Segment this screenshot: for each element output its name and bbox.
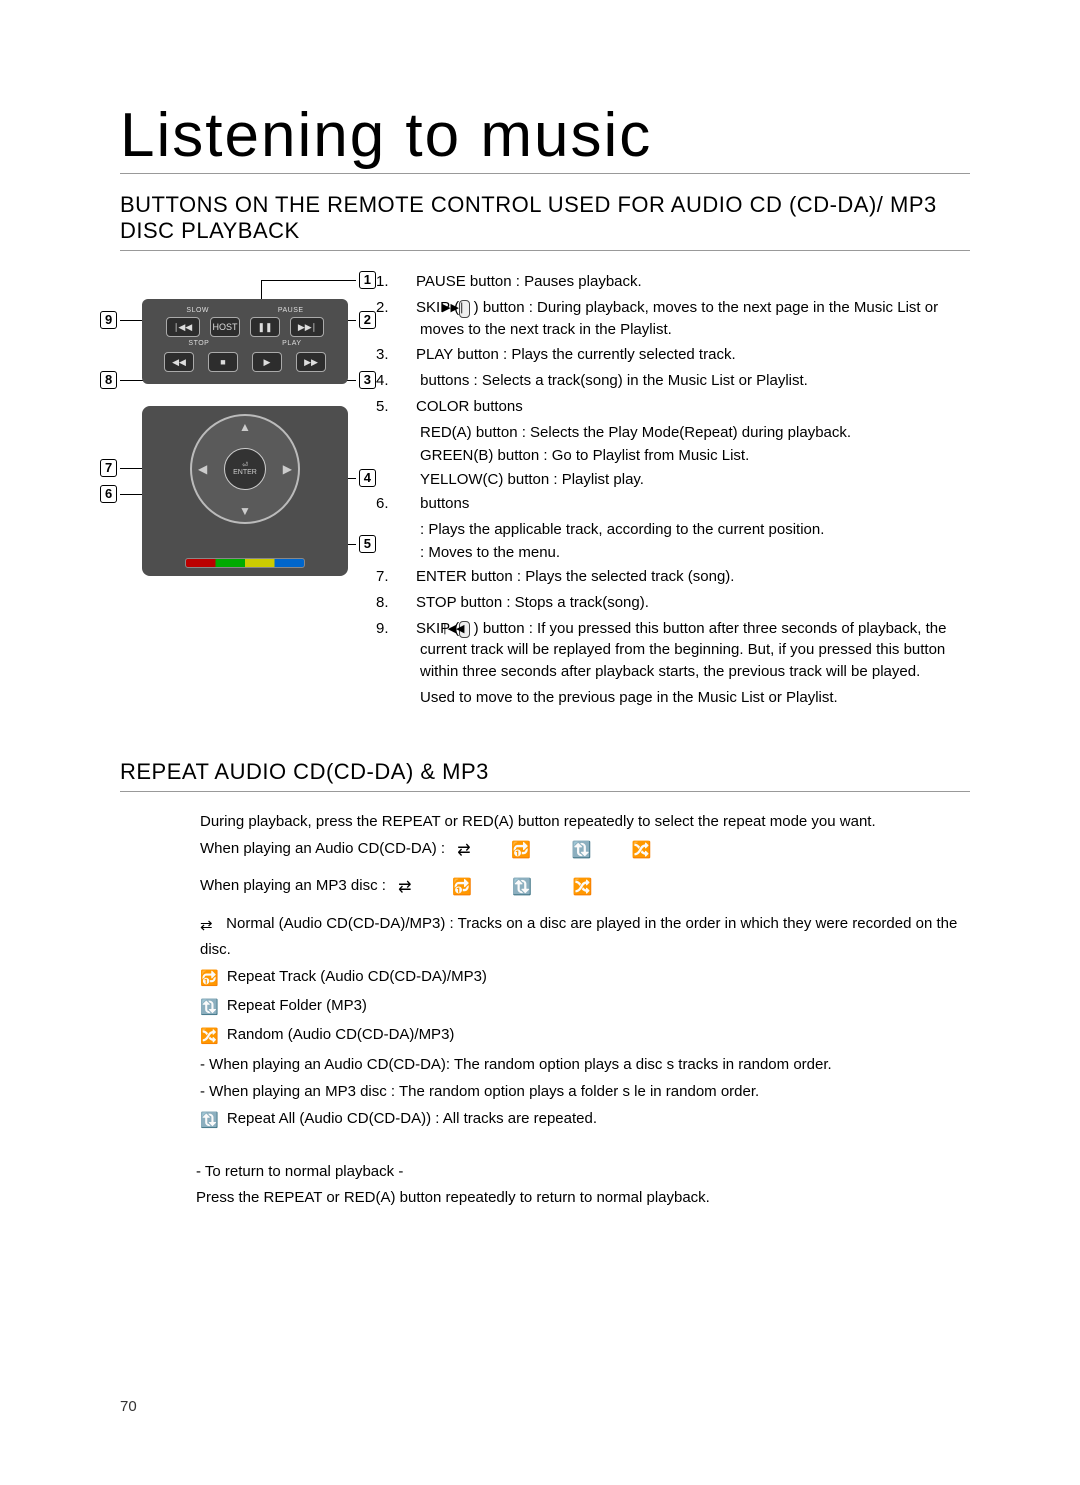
callout-5: 5 xyxy=(359,535,376,553)
rc-item: 3.PLAY button : Plays the currently sele… xyxy=(398,344,970,366)
remote-panel-playback: SLOW PAUSE ∣◀◀ HOST ❚❚ ▶▶∣ STOP PLAY ◀◀ … xyxy=(142,299,348,384)
repeat-desc-line: 🔃 Repeat Folder (MP3) xyxy=(200,994,970,1019)
host-button: HOST xyxy=(210,317,240,337)
repeat-intro: During playback, press the REPEAT or RED… xyxy=(200,810,970,833)
pause-button: ❚❚ xyxy=(250,317,280,337)
skip-next-button: ▶▶∣ xyxy=(290,317,324,337)
repeat-descriptions: ⇄ Normal (Audio CD(CD-DA)/MP3) : Tracks … xyxy=(200,912,970,1132)
rc-item: 7.ENTER button : Plays the selected trac… xyxy=(398,566,970,588)
repeat-desc-line: - When playing an Audio CD(CD-DA): The r… xyxy=(200,1053,970,1076)
callout-4: 4 xyxy=(359,469,376,487)
label-play: PLAY xyxy=(282,340,301,347)
callout-8: 8 xyxy=(100,371,117,389)
color-buttons-bar xyxy=(185,558,305,568)
callout-9: 9 xyxy=(100,311,117,329)
callout-1: 1 xyxy=(359,271,376,289)
nav-ring: ▲ ▼ ◀ ▶ ⏎ ENTER xyxy=(190,414,300,524)
callout-3: 3 xyxy=(359,371,376,389)
rc-item: 9.SKIP (∣◀◀ ) button : If you pressed th… xyxy=(398,618,970,683)
up-arrow-icon: ▲ xyxy=(239,420,251,434)
rc-item: 1.PAUSE button : Pauses playback. xyxy=(398,271,970,293)
repeat-desc-line: 🔂 Repeat Track (Audio CD(CD-DA)/MP3) xyxy=(200,965,970,990)
repeat-audio-label: When playing an Audio CD(CD-DA) : xyxy=(200,840,449,857)
return-block: - To return to normal playback - Press t… xyxy=(196,1160,970,1209)
right-arrow-icon: ▶ xyxy=(283,462,292,476)
enter-icon: ⏎ xyxy=(242,462,248,469)
ff-button: ▶▶ xyxy=(296,352,326,372)
repeat-mp3-icons: ⇄ 🔂 🔃 🔀 xyxy=(398,876,611,901)
repeat-audio-icons: ⇄ 🔂 🔃 🔀 xyxy=(457,839,670,864)
repeat-audio-line: When playing an Audio CD(CD-DA) : ⇄ 🔂 🔃 … xyxy=(200,837,970,864)
label-pause: PAUSE xyxy=(278,307,304,314)
rc-item: 2.SKIP (▶▶∣ ) button : During playback, … xyxy=(398,297,970,341)
repeat-desc-line: 🔃 Repeat All (Audio CD(CD-DA)) : All tra… xyxy=(200,1107,970,1132)
stop-button: ■ xyxy=(208,352,238,372)
rc-item: 6. buttons xyxy=(398,493,970,515)
page-number: 70 xyxy=(120,1398,137,1415)
callout-6: 6 xyxy=(100,485,117,503)
rc-item: 8.STOP button : Stops a track(song). xyxy=(398,592,970,614)
remote-button-list: 1.PAUSE button : Pauses playback. 2.SKIP … xyxy=(398,271,970,711)
repeat-desc-line: - When playing an MP3 disc : The random … xyxy=(200,1080,970,1103)
rewind-button: ◀◀ xyxy=(164,352,194,372)
rc-item: 4. buttons : Selects a track(song) in th… xyxy=(398,370,970,392)
return-text: Press the REPEAT or RED(A) button repeat… xyxy=(196,1186,970,1209)
page-title: Listening to music xyxy=(120,100,970,174)
remote-diagram-section: 1 2 3 9 8 7 6 4 5 SLOW PAUSE ∣◀◀ HOST xyxy=(120,271,970,711)
rc-item: 5.COLOR buttons xyxy=(398,396,970,418)
rc-item-sub: : Plays the applicable track, according … xyxy=(398,519,970,565)
enter-button: ⏎ ENTER xyxy=(224,448,266,490)
label-stop: STOP xyxy=(188,340,209,347)
label-slow: SLOW xyxy=(186,307,209,314)
repeat-section: During playback, press the REPEAT or RED… xyxy=(120,810,970,1209)
enter-label: ENTER xyxy=(233,469,257,476)
left-arrow-icon: ◀ xyxy=(198,462,207,476)
play-button: ▶ xyxy=(252,352,282,372)
remote-panel-nav: ▲ ▼ ◀ ▶ ⏎ ENTER xyxy=(142,406,348,576)
rc-item-sub: RED(A) button : Selects the Play Mode(Re… xyxy=(398,422,970,491)
section2-heading: REPEAT AUDIO CD(CD-DA) & MP3 xyxy=(120,759,970,792)
return-heading: - To return to normal playback - xyxy=(196,1160,970,1183)
rc-item-tail: Used to move to the previous page in the… xyxy=(398,687,970,709)
remote-illustration: 1 2 3 9 8 7 6 4 5 SLOW PAUSE ∣◀◀ HOST xyxy=(120,271,370,711)
section1-heading: BUTTONS ON THE REMOTE CONTROL USED FOR A… xyxy=(120,192,970,251)
callout-7: 7 xyxy=(100,459,117,477)
down-arrow-icon: ▼ xyxy=(239,504,251,518)
repeat-desc-line: ⇄ Normal (Audio CD(CD-DA)/MP3) : Tracks … xyxy=(200,912,970,961)
repeat-desc-line: 🔀 Random (Audio CD(CD-DA)/MP3) xyxy=(200,1023,970,1048)
repeat-mp3-label: When playing an MP3 disc : xyxy=(200,877,390,894)
callout-2: 2 xyxy=(359,311,376,329)
skip-prev-button: ∣◀◀ xyxy=(166,317,200,337)
repeat-mp3-line: When playing an MP3 disc : ⇄ 🔂 🔃 🔀 xyxy=(200,874,970,901)
